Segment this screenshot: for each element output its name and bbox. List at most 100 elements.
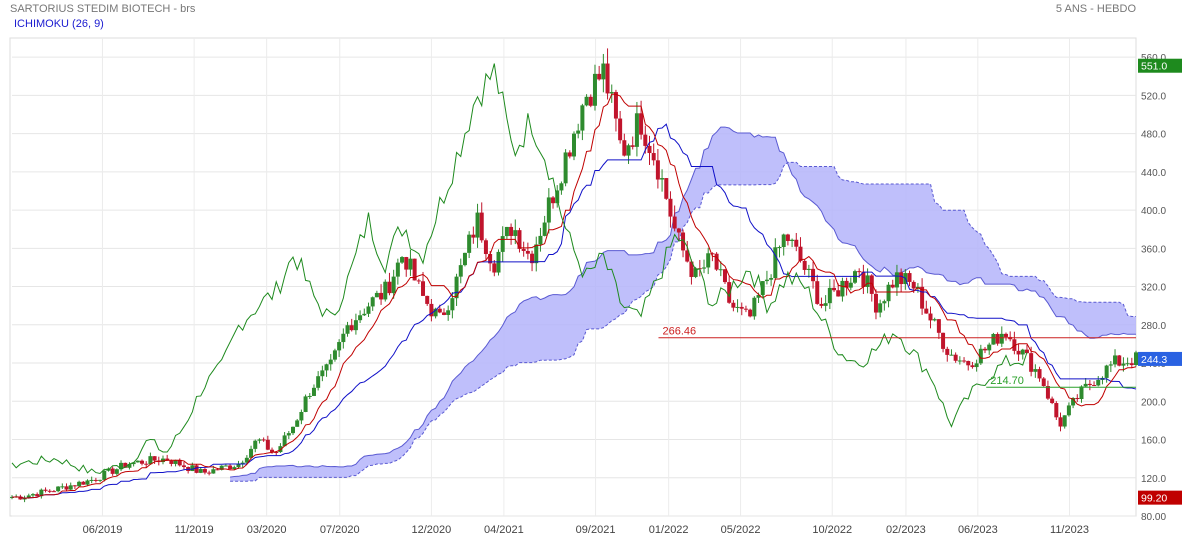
candle-body (408, 258, 413, 270)
candle-body (1003, 333, 1008, 337)
candle-body (500, 236, 505, 252)
candle-body (597, 73, 602, 80)
y-tick-label: 160.0 (1141, 436, 1166, 447)
candle-body (253, 440, 258, 449)
candle-body (429, 303, 434, 317)
candle-body (387, 281, 392, 294)
candle-body (668, 198, 673, 217)
candle-body (102, 470, 107, 480)
candle-body (366, 306, 371, 314)
candle-body (412, 258, 417, 281)
level-label: 266.46 (662, 326, 696, 338)
candle-body (190, 465, 195, 472)
candle-body (379, 292, 384, 300)
candle-body (639, 113, 644, 135)
candle-body (672, 216, 677, 229)
y-tick-label: 360.0 (1141, 244, 1166, 255)
candle-body (1075, 397, 1080, 400)
candle-body (114, 469, 119, 474)
candle-body (64, 486, 69, 490)
candle-body (265, 439, 270, 450)
candle-body (177, 459, 182, 466)
candle-body (358, 315, 363, 321)
candle-body (223, 465, 228, 467)
candle-body (475, 212, 480, 238)
candle-body (240, 462, 245, 465)
candle-body (332, 350, 337, 360)
candle-body (257, 439, 262, 441)
candle-body (882, 301, 887, 304)
candle-body (1054, 403, 1059, 418)
candle-body (932, 319, 937, 321)
candle-body (630, 145, 635, 147)
candle-body (584, 96, 589, 106)
candle-body (98, 479, 103, 481)
candle-body (987, 344, 992, 351)
candle-body (152, 456, 157, 461)
candle-body (1016, 350, 1021, 355)
candle-body (110, 468, 115, 474)
candle-body (844, 280, 849, 288)
candle-body (722, 269, 727, 283)
candle-body (349, 325, 354, 331)
candle-body (530, 253, 535, 264)
candle-body (1117, 355, 1122, 366)
candle-body (173, 459, 178, 464)
candle-body (232, 467, 237, 469)
candle-body (509, 226, 514, 236)
senkou-span-b (230, 161, 1136, 482)
candle-body (710, 253, 715, 255)
candle-body (1045, 386, 1050, 399)
candle-body (572, 133, 576, 157)
chart-period: 5 ANS - HEBDO (1055, 3, 1136, 15)
candle-body (790, 239, 795, 241)
candle-body (567, 152, 572, 157)
candle-body (483, 240, 488, 255)
candle-body (995, 334, 1000, 344)
candle-body (341, 333, 346, 343)
candle-body (886, 284, 891, 302)
x-tick-label: 06/2023 (958, 524, 998, 536)
candle-body (605, 63, 610, 94)
candle-body (953, 354, 958, 361)
candle-body (198, 469, 203, 473)
candle-body (35, 494, 40, 497)
candle-body (421, 281, 426, 296)
candle-body (592, 73, 597, 106)
candle-body (811, 268, 816, 282)
candle-body (1087, 383, 1092, 386)
candle-body (160, 458, 165, 463)
chikou-span (11, 63, 1028, 475)
chart-title: SARTORIUS STEDIM BIOTECH - brs (10, 3, 196, 15)
candle-body (1012, 339, 1017, 351)
candle-body (1104, 365, 1109, 378)
candle-body (873, 293, 878, 313)
candle-body (815, 281, 820, 304)
candle-body (634, 113, 639, 147)
ichimoku-cloud (230, 126, 1137, 482)
candle-body (194, 465, 199, 473)
candle-body (949, 354, 954, 356)
candle-body (718, 269, 723, 271)
candle-body (202, 469, 207, 473)
candle-body (865, 275, 870, 287)
candle-body (739, 306, 744, 309)
candle-body (425, 295, 430, 304)
candle-body (693, 268, 698, 277)
candle-body (521, 248, 526, 251)
indicator-label: ICHIMOKU (26, 9) (14, 18, 104, 30)
candle-body (714, 253, 719, 270)
candle-body (56, 486, 61, 492)
candle-body (727, 282, 732, 303)
candle-body (899, 272, 904, 285)
candle-body (1029, 353, 1034, 372)
candle-body (857, 271, 862, 273)
x-tick-label: 07/2020 (320, 524, 360, 536)
candle-body (785, 234, 790, 241)
candle-body (1096, 379, 1101, 386)
level-label: 214.70 (990, 375, 1024, 387)
candle-body (299, 411, 304, 421)
candle-body (144, 463, 149, 465)
candle-body (337, 342, 342, 351)
